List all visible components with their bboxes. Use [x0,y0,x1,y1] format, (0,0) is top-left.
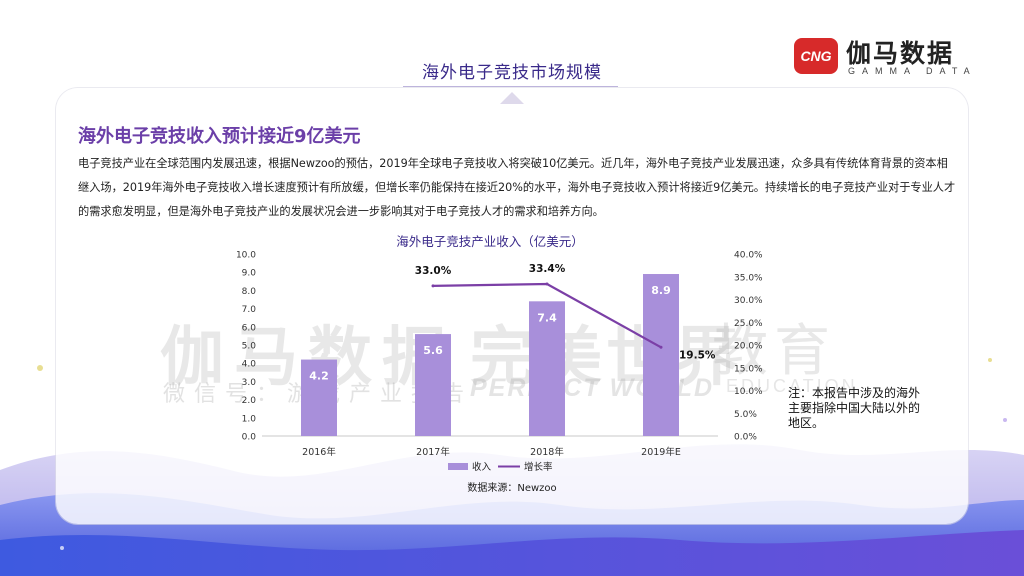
bar-value-label: 5.6 [423,344,443,357]
bar-revenue [643,274,679,436]
bar-value-label: 4.2 [309,370,329,383]
x-tick-label: 2017年 [416,446,450,458]
y-left-tick-label: 2.0 [242,396,257,406]
x-tick-label: 2019年E [641,446,681,458]
x-tick-label: 2016年 [302,446,336,458]
y-left-tick-label: 1.0 [242,414,257,424]
watermark-brand: 完美世界 [470,321,742,395]
logo-name: 伽马数据 [846,39,955,68]
bar-revenue [529,301,565,436]
legend-label-growth: 增长率 [524,461,553,473]
growth-point [659,345,663,349]
content-card [56,88,968,524]
legend-swatch-revenue [448,463,468,470]
y-left-tick-label: 7.0 [242,305,257,315]
footnote: 注：本报告中涉及的海外主要指除中国大陆以外的地区。 [788,386,921,430]
y-left-tick-label: 3.0 [242,378,257,388]
bar-value-label: 8.9 [651,284,671,297]
y-left-tick-label: 4.0 [242,360,257,370]
chart-source: 数据来源：Newzoo [467,481,556,494]
y-left-tick-label: 6.0 [242,323,257,333]
y-left-tick-label: 0.0 [242,433,257,443]
growth-value-label: 33.0% [415,265,452,277]
legend-label-revenue: 收入 [472,461,492,473]
growth-value-label: 19.5% [679,349,716,361]
y-left-tick-label: 8.0 [242,287,257,297]
watermark-edu-en: EDUCATION [726,376,858,396]
body-paragraph: 电子竞技产业在全球范围内发展迅速，根据Newzoo的预估，2019年全球电子竞技… [78,157,956,218]
x-tick-label: 2018年 [530,446,564,458]
y-right-tick-label: 40.0% [734,251,763,261]
logo-subtitle: GAMMA DATA [848,66,977,76]
y-right-tick-label: 15.0% [734,364,763,374]
y-right-tick-label: 5.0% [734,410,757,420]
bar-value-label: 7.4 [537,311,557,324]
y-left-tick-label: 9.0 [242,269,257,279]
y-right-tick-label: 10.0% [734,387,763,397]
y-right-tick-label: 35.0% [734,273,763,283]
growth-value-label: 33.4% [529,263,566,275]
title-underline [403,86,618,87]
bar-revenue [415,334,451,436]
y-right-tick-label: 30.0% [734,296,763,306]
growth-point [431,284,435,288]
brand-logo: CNG 伽马数据 GAMMA DATA [794,36,994,80]
slide-title: 海外电子竞技市场规模 [422,63,602,83]
growth-point [545,282,549,286]
y-left-tick-label: 10.0 [236,251,256,261]
watermark-edu: 教育 [712,319,836,384]
logo-mark: CNG [794,38,838,74]
bar-revenue [301,359,337,436]
y-right-tick-label: 20.0% [734,342,763,352]
chart-title: 海外电子竞技产业收入（亿美元） [396,234,584,249]
y-right-tick-label: 25.0% [734,319,763,329]
y-right-tick-label: 0.0% [734,433,757,443]
y-left-tick-label: 5.0 [242,342,257,352]
headline: 海外电子竞技收入预计接近9亿美元 [78,126,361,147]
